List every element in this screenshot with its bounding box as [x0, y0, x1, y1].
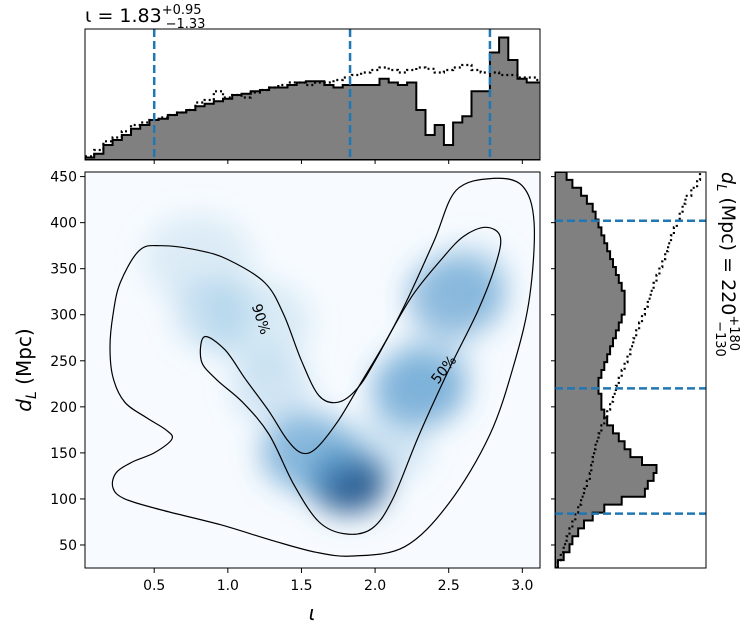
density-band-1: [232, 352, 313, 425]
top-quantile-lines: [152, 29, 492, 160]
x-tick-label: 0.5: [143, 578, 165, 594]
contour-50pct: [199, 226, 502, 535]
right-filled-histogram: [555, 172, 658, 568]
x-tick-label: 3.0: [511, 578, 533, 594]
x-tick-label: 1.5: [290, 578, 312, 594]
credible-contours: [109, 177, 535, 557]
x-tick-label: 2.0: [364, 578, 386, 594]
y-tick-label: 200: [50, 400, 77, 416]
right-marginal-title: dL (Mpc) = 220+180−130: [712, 172, 741, 357]
contour-90pct: [109, 177, 535, 557]
density-band-0: [173, 278, 254, 351]
y-axis-ticks: 50 100 150 200 250 300 350 400 450: [50, 170, 85, 554]
y-tick-label: 300: [50, 308, 77, 324]
right-marginal-panel: dL (Mpc) = 220+180−130: [551, 171, 741, 569]
right-quantile-lines: [555, 219, 706, 515]
x-tick-label: 2.5: [438, 578, 460, 594]
y-tick-label: 400: [50, 216, 77, 232]
y-axis-label: dL (Mpc): [12, 328, 40, 411]
right-dotted-histogram: [556, 172, 702, 568]
density-band-5: [393, 324, 474, 397]
y-tick-label: 450: [50, 170, 77, 186]
main-density-panel: 90%50% 0.5 1.0 1.5 2.0 2.5 3.0 50100150200250…: [12, 170, 541, 625]
density-heatmap: [143, 214, 511, 519]
top-dotted-histogram: [85, 63, 540, 158]
density-band-6: [430, 241, 511, 314]
top-filled-histogram: [85, 36, 540, 160]
x-tick-label: 1.0: [217, 578, 239, 594]
x-axis-ticks: 0.5 1.0 1.5 2.0 2.5 3.0: [143, 568, 533, 594]
y-tick-label: 150: [50, 446, 77, 462]
y-tick-label: 350: [50, 262, 77, 278]
y-tick-label: 100: [50, 492, 77, 508]
density-band-4: [349, 407, 430, 480]
y-tick-label: 50: [59, 538, 77, 554]
y-tick-label: 250: [50, 354, 77, 370]
x-axis-label: ι: [309, 601, 316, 625]
top-marginal-ticks: [153, 160, 523, 164]
right-marginal-ticks: [551, 176, 555, 546]
top-marginal-title: ι = 1.83+0.95 −1.33: [85, 3, 205, 32]
top-marginal-panel: ι = 1.83+0.95 −1.33: [84, 3, 541, 164]
